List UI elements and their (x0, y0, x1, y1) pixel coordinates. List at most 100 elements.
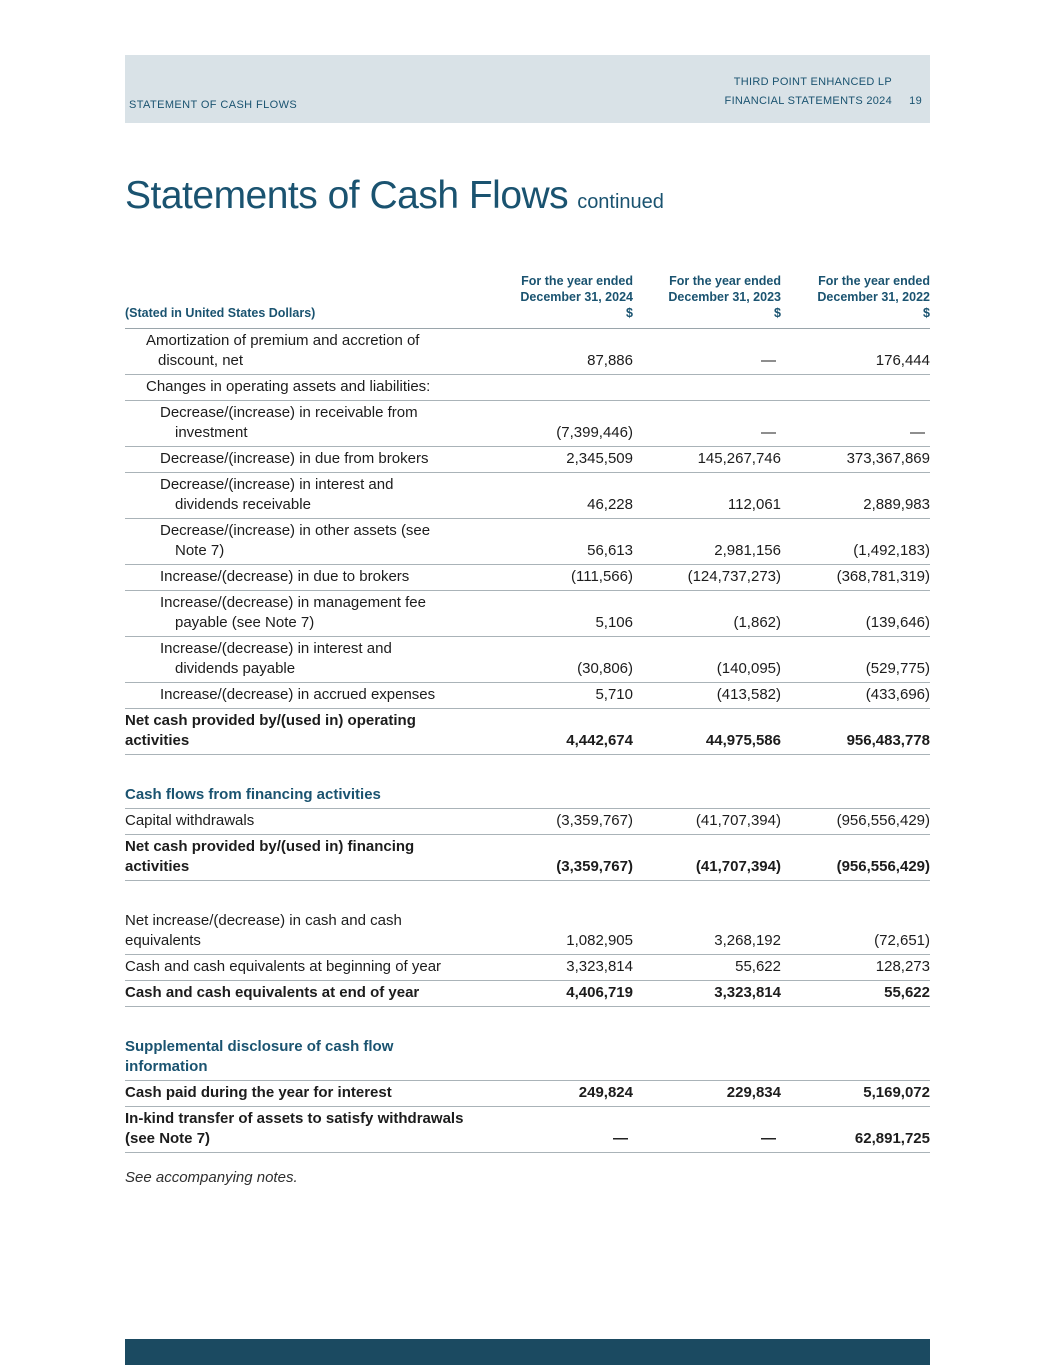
table-body: Amortization of premium and accretion of… (125, 329, 930, 1153)
table-row: Amortization of premium and accretion of… (125, 329, 930, 375)
column-header-line: December 31, 2022 (817, 290, 930, 304)
page-title: Statements of Cash Flows continued (125, 173, 930, 225)
row-value: (140,095) (716, 660, 781, 677)
row-spacer (125, 755, 930, 783)
row-label: Cash and cash equivalents at beginning o… (125, 957, 470, 977)
row-label-line: Increase/(decrease) in interest and (160, 640, 392, 657)
row-value: 2,345,509 (566, 450, 633, 467)
row-label-line: activities (125, 858, 190, 875)
row-label: Increase/(decrease) in management fee pay… (125, 593, 470, 633)
row-label: Capital withdrawals (125, 811, 470, 831)
table-row: Net increase/(decrease) in cash and cash… (125, 909, 930, 955)
stated-in-label: (Stated in United States Dollars) (125, 306, 316, 320)
table-row: Increase/(decrease) in interest and divid… (125, 637, 930, 683)
row-label: Net cash provided by/(used in) financing… (125, 837, 470, 877)
table-row: Decrease/(increase) in receivable from in… (125, 401, 930, 447)
row-value: 55,622 (735, 958, 781, 975)
row-label-line: Capital withdrawals (125, 812, 255, 829)
row-value: 1,082,905 (566, 932, 633, 949)
header-company-line: THIRD POINT ENHANCED LP (725, 73, 922, 92)
row-label-line: Net cash provided by/(used in) financing (125, 838, 415, 855)
row-label: Decrease/(increase) in interest and divid… (125, 475, 470, 515)
table-header-row: (Stated in United States Dollars) For th… (125, 273, 930, 329)
row-value: (433,696) (865, 686, 930, 703)
row-value: 55,622 (884, 984, 930, 1001)
row-label-line: Amortization of premium and accretion of (146, 332, 420, 349)
row-label-line: Net increase/(decrease) in cash and cash (125, 912, 402, 929)
currency-symbol: $ (626, 306, 633, 320)
column-header-line: For the year ended (669, 274, 781, 288)
page-number: 19 (909, 95, 922, 107)
row-value: 373,367,869 (846, 450, 930, 467)
table-row: Cash and cash equivalents at beginning o… (125, 955, 930, 981)
row-value: (413,582) (716, 686, 781, 703)
row-label-line: information (125, 1058, 208, 1075)
row-label-line: activities (125, 732, 190, 749)
row-value: — (910, 424, 925, 441)
row-label-line: equivalents (125, 932, 201, 949)
row-value: 229,834 (726, 1084, 781, 1101)
content-area: STATEMENT OF CASH FLOWS THIRD POINT ENHA… (125, 0, 930, 1186)
row-value: 46,228 (587, 496, 633, 513)
row-value: — (761, 1130, 776, 1147)
currency-symbol: $ (923, 306, 930, 320)
row-value: 2,889,983 (863, 496, 930, 513)
table-row: Cash and cash equivalents at end of year… (125, 981, 930, 1007)
row-value: (41,707,394) (695, 858, 781, 875)
row-label-line: investment (175, 424, 248, 441)
row-label: In-kind transfer of assets to satisfy wi… (125, 1109, 470, 1149)
cash-flow-table: (Stated in United States Dollars) For th… (125, 273, 930, 1153)
row-label-line: Cash and cash equivalents at end of year (125, 984, 420, 1001)
table-row: Cash paid during the year for interest 24… (125, 1081, 930, 1107)
row-value: — (761, 352, 776, 369)
column-header-line: For the year ended (521, 274, 633, 288)
table-row: In-kind transfer of assets to satisfy wi… (125, 1107, 930, 1153)
row-value: 4,442,674 (566, 732, 633, 749)
row-label: Increase/(decrease) in accrued expenses (125, 685, 470, 705)
column-header-2024: For the year ended December 31, 2024 $ (470, 273, 633, 321)
row-value: (1,492,183) (853, 542, 930, 559)
row-label-line: Decrease/(increase) in other assets (see (160, 522, 431, 539)
row-label-line: Decrease/(increase) in due from brokers (160, 450, 429, 467)
row-label: Net cash provided by/(used in) operating… (125, 711, 470, 751)
row-label-line: payable (see Note 7) (175, 614, 315, 631)
row-value: 249,824 (578, 1084, 633, 1101)
row-label: Cash paid during the year for interest (125, 1083, 470, 1103)
running-header-left: STATEMENT OF CASH FLOWS (129, 99, 298, 111)
row-label: Decrease/(increase) in due from brokers (125, 449, 470, 469)
row-label-line: Increase/(decrease) in accrued expenses (160, 686, 436, 703)
row-value: 956,483,778 (846, 732, 930, 749)
row-label-line: dividends receivable (175, 496, 311, 513)
row-value: 5,169,072 (863, 1084, 930, 1101)
row-value: 2,981,156 (714, 542, 781, 559)
column-header-2022: For the year ended December 31, 2022 $ (781, 273, 930, 321)
row-label: Supplemental disclosure of cash flow info… (125, 1037, 470, 1077)
row-spacer (125, 1007, 930, 1035)
row-label: Net increase/(decrease) in cash and cash… (125, 911, 470, 951)
section-heading-row: Supplemental disclosure of cash flow info… (125, 1035, 930, 1081)
row-value: 87,886 (587, 352, 633, 369)
row-value: 3,323,814 (566, 958, 633, 975)
header-document-line: FINANCIAL STATEMENTS 2024 19 (725, 92, 922, 111)
row-label-line: Increase/(decrease) in management fee (160, 594, 426, 611)
accompanying-notes-text: See accompanying notes. (125, 1169, 298, 1186)
row-value: (956,556,429) (836, 858, 930, 875)
row-label-line: discount, net (158, 352, 244, 369)
row-value: (368,781,319) (836, 568, 930, 585)
row-label-line: Supplemental disclosure of cash flow (125, 1038, 394, 1055)
row-label-line: Decrease/(increase) in receivable from (160, 404, 418, 421)
table-row: Increase/(decrease) in due to brokers (11… (125, 565, 930, 591)
table-row: Decrease/(increase) in other assets (see… (125, 519, 930, 565)
row-label: Cash and cash equivalents at end of year (125, 983, 470, 1003)
row-value: 5,106 (595, 614, 633, 631)
column-header-2023: For the year ended December 31, 2023 $ (633, 273, 781, 321)
row-label: Decrease/(increase) in receivable from in… (125, 403, 470, 443)
section-heading-row: Cash flows from financing activities (125, 783, 930, 809)
row-value: (529,775) (865, 660, 930, 677)
row-label: Decrease/(increase) in other assets (see… (125, 521, 470, 561)
table-row: Increase/(decrease) in accrued expenses 5… (125, 683, 930, 709)
row-value: (1,862) (733, 614, 781, 631)
table-row: Net cash provided by/(used in) operating… (125, 709, 930, 755)
table-row: Decrease/(increase) in interest and divid… (125, 473, 930, 519)
